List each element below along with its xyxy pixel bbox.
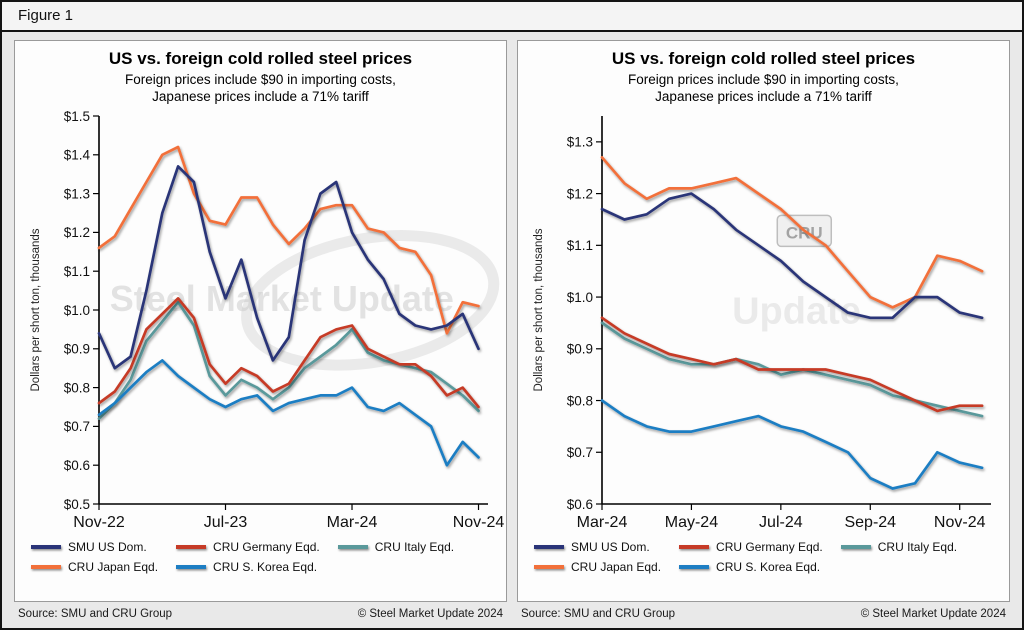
y-tick-label: $0.5	[63, 496, 89, 511]
series-line-cru-germany-eqd-	[97, 296, 480, 408]
source-text: Source: SMU and CRU Group	[521, 608, 676, 620]
legend-swatch-icon	[840, 544, 871, 549]
chart-legend: SMU US Dom. CRU Germany Eqd. CRU Italy Eqd…	[522, 538, 1005, 582]
chart-subtitle-line1: Foreign prices include $90 in importing …	[125, 72, 396, 87]
chart-panel-right: US vs. foreign cold rolled steel prices …	[517, 40, 1010, 622]
copyright-text: © Steel Market Update 2024	[357, 608, 503, 620]
figure-label: Figure 1	[18, 7, 74, 24]
x-tick-label: Jul-23	[203, 514, 247, 531]
y-tick-label: $1.2	[63, 225, 89, 240]
legend-item: CRU Japan Eqd.	[31, 560, 158, 574]
y-axis-label: Dollars per short ton, thousands	[30, 228, 42, 391]
legend-swatch-icon	[534, 564, 564, 569]
legend-swatch-icon	[679, 544, 710, 549]
legend-item: CRU S. Korea Eqd.	[176, 560, 320, 574]
series-line-cru-japan-eqd-	[600, 155, 983, 309]
legend-label: CRU Japan Eqd.	[571, 559, 662, 574]
series-line-cru-italy-eqd-	[97, 300, 480, 420]
legend-swatch-icon	[31, 564, 61, 569]
legend-swatch-icon	[679, 564, 710, 569]
y-tick-label: $0.6	[566, 496, 592, 511]
y-tick-label: $0.8	[566, 393, 592, 408]
x-tick-label: Nov-24	[452, 514, 504, 531]
chart-subtitle: Foreign prices include $90 in importing …	[19, 71, 502, 106]
legend-swatch-icon	[534, 544, 564, 549]
x-tick-label: Nov-22	[73, 514, 125, 531]
legend-item: CRU Germany Eqd.	[176, 540, 320, 554]
y-tick-label: $0.9	[63, 341, 89, 356]
chart-title: US vs. foreign cold rolled steel prices	[108, 49, 413, 68]
chart-title: US vs. foreign cold rolled steel prices	[611, 49, 916, 68]
x-tick-label: Jul-24	[759, 514, 803, 531]
panel-footer: Source: SMU and CRU Group © Steel Market…	[14, 602, 507, 622]
x-tick-label: May-24	[664, 514, 717, 531]
series-line-cru-japan-eqd-	[97, 145, 480, 335]
legend-label: CRU Japan Eqd.	[68, 559, 159, 574]
legend-item: SMU US Dom.	[534, 540, 661, 554]
y-tick-label: $0.8	[63, 380, 89, 395]
y-axis-label: Dollars per short ton, thousands	[533, 228, 545, 391]
legend-label: CRU S. Korea Eqd.	[716, 559, 821, 574]
y-tick-label: $1.1	[566, 238, 592, 253]
legend-label: CRU S. Korea Eqd.	[213, 559, 318, 574]
legend-label: CRU Italy Eqd.	[877, 539, 958, 554]
series-line-smu-us-dom-	[600, 191, 983, 319]
panel-footer: Source: SMU and CRU Group © Steel Market…	[517, 602, 1010, 622]
chart-panel-left: US vs. foreign cold rolled steel prices …	[14, 40, 507, 622]
legend-label: CRU Italy Eqd.	[374, 539, 455, 554]
y-tick-label: $0.7	[566, 445, 592, 460]
copyright-text: © Steel Market Update 2024	[860, 608, 1006, 620]
x-tick-label: Nov-24	[933, 514, 985, 531]
chart-subtitle-line1: Foreign prices include $90 in importing …	[628, 72, 899, 87]
legend-label: SMU US Dom.	[571, 539, 650, 554]
y-tick-label: $1.4	[63, 147, 90, 162]
legend-item: CRU Italy Eqd.	[337, 539, 455, 554]
watermark-text: Steel Market Update	[109, 277, 453, 318]
y-tick-label: $1.3	[566, 134, 592, 149]
series-line-smu-us-dom-	[97, 164, 480, 370]
legend-swatch-icon	[31, 544, 61, 549]
chart-subtitle-line2: Japanese prices include a 71% tariff	[152, 89, 369, 105]
x-tick-label: Mar-24	[326, 514, 377, 531]
watermark-swoosh	[240, 229, 499, 371]
figure-header: Figure 1	[2, 2, 1022, 32]
legend-label: CRU Germany Eqd.	[716, 539, 823, 554]
source-text: Source: SMU and CRU Group	[18, 608, 173, 620]
chart-legend: SMU US Dom. CRU Germany Eqd. CRU Italy Eqd…	[19, 538, 502, 582]
y-tick-label: $1.1	[63, 264, 89, 279]
y-tick-label: $1.0	[566, 289, 592, 304]
legend-swatch-icon	[337, 544, 368, 549]
legend-label: CRU Germany Eqd.	[213, 539, 320, 554]
legend-item: CRU Germany Eqd.	[679, 540, 823, 554]
legend-item: CRU S. Korea Eqd.	[679, 560, 823, 574]
chart-subtitle: Foreign prices include $90 in importing …	[522, 71, 1005, 106]
y-tick-label: $0.6	[63, 458, 89, 473]
series-line-cru-germany-eqd-	[600, 315, 983, 412]
legend-swatch-icon	[176, 564, 207, 569]
legend-swatch-icon	[176, 544, 207, 549]
legend-item: CRU Italy Eqd.	[840, 539, 958, 554]
line-chart: CRUUpdate$0.6$0.7$0.8$0.9$1.0$1.1$1.2$1.…	[533, 115, 991, 531]
legend-item: CRU Japan Eqd.	[534, 560, 661, 574]
watermark-text: Update	[732, 290, 861, 332]
x-tick-label: Mar-24	[576, 514, 627, 531]
chart-card: US vs. foreign cold rolled steel prices …	[14, 40, 507, 602]
panels-row: US vs. foreign cold rolled steel prices …	[2, 32, 1022, 628]
x-tick-label: Sep-24	[844, 514, 896, 531]
legend-item: SMU US Dom.	[31, 540, 158, 554]
series-line-cru-s-korea-eqd-	[600, 398, 983, 490]
chart-subtitle-line2: Japanese prices include a 71% tariff	[655, 89, 872, 105]
y-tick-label: $0.7	[63, 419, 89, 434]
y-tick-label: $1.5	[63, 108, 89, 123]
chart-card: US vs. foreign cold rolled steel prices …	[517, 40, 1010, 602]
line-chart: Steel Market Update $0.5 $0.6 $0.7 $0.8 $0.9 $…	[30, 108, 504, 531]
series-line-cru-s-korea-eqd-	[97, 358, 480, 467]
legend-label: SMU US Dom.	[68, 539, 147, 554]
y-tick-label: $1.3	[63, 186, 89, 201]
y-tick-label: $1.2	[566, 186, 592, 201]
y-tick-label: $0.9	[566, 341, 592, 356]
y-tick-label: $1.0	[63, 302, 89, 317]
